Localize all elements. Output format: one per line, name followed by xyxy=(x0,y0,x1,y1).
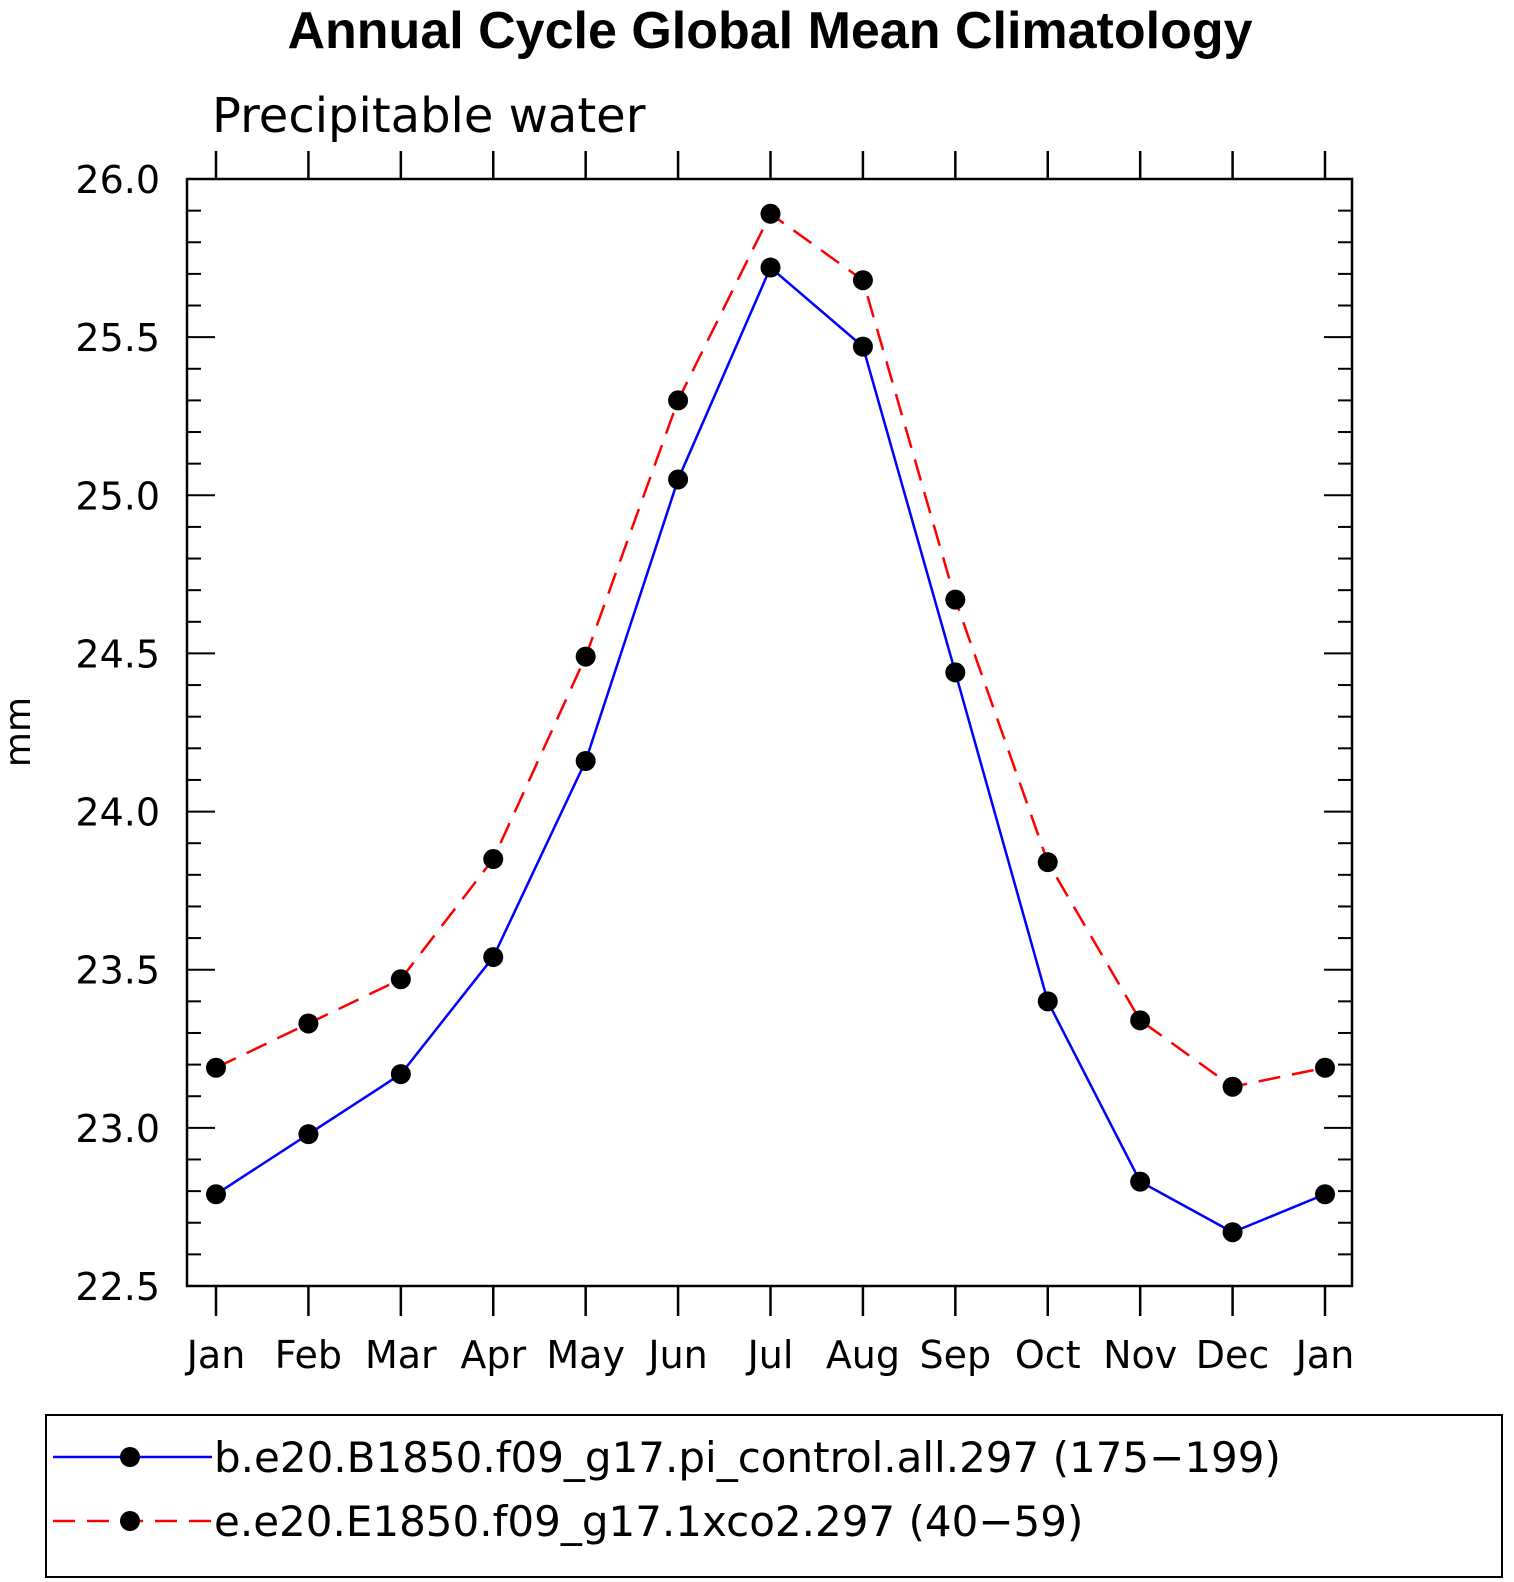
legend: b.e20.B1850.f09_g17.pi_control.all.297 (… xyxy=(53,1433,1281,1546)
x-tick-label: May xyxy=(546,1333,625,1377)
y-axis-label: mm xyxy=(0,697,39,767)
data-point-s1-mar xyxy=(390,1064,411,1085)
y-tick-label: 23.0 xyxy=(75,1107,160,1151)
data-point-s2-oct xyxy=(1037,852,1058,873)
data-point-s2-mar xyxy=(390,969,411,990)
data-point-s1-feb xyxy=(298,1124,319,1145)
data-point-s2-aug xyxy=(852,270,873,291)
plot-frame xyxy=(185,177,1354,1288)
legend-marker-2 xyxy=(120,1511,140,1531)
data-point-s1-jul xyxy=(760,257,781,278)
data-point-s1-apr xyxy=(483,947,504,968)
x-tick-label: Mar xyxy=(365,1333,437,1377)
x-tick-label: Oct xyxy=(1015,1333,1081,1377)
data-point-s2-dec xyxy=(1222,1076,1243,1097)
data-point-s2-feb xyxy=(298,1013,319,1034)
data-point-s1-jan xyxy=(1315,1184,1335,1205)
x-tick-label: Jan xyxy=(185,1333,246,1377)
y-tick-label: 25.5 xyxy=(75,316,160,360)
x-tick-label: Jun xyxy=(646,1333,707,1377)
x-tick-label: Dec xyxy=(1196,1333,1270,1377)
data-point-s2-jul xyxy=(760,203,781,224)
x-tick-label: Apr xyxy=(460,1333,526,1377)
y-tick-label: 24.0 xyxy=(75,791,160,835)
data-point-s2-nov xyxy=(1130,1010,1151,1031)
x-tick-label: Feb xyxy=(275,1333,342,1377)
series-line-2 xyxy=(215,211,1326,1089)
series-group xyxy=(206,203,1335,1243)
axes: Jan Feb Mar Apr May Jun Jul Aug Sep Oct Nov Dec Jan 2… xyxy=(75,151,1354,1377)
legend-label-1: b.e20.B1850.f09_g17.pi_control.all.297 (… xyxy=(214,1433,1281,1482)
y-tick-label: 22.5 xyxy=(75,1265,160,1309)
y-tick-label: 23.5 xyxy=(75,949,160,993)
chart-title: Annual Cycle Global Mean Climatology xyxy=(287,2,1252,60)
data-point-s1-jan xyxy=(206,1184,226,1205)
x-tick-label: Nov xyxy=(1103,1333,1177,1377)
y-tick-label: 25.0 xyxy=(75,474,160,518)
data-point-s1-jun xyxy=(668,469,689,490)
data-point-s2-may xyxy=(575,646,596,667)
legend-label-2: e.e20.E1850.f09_g17.1xco2.297 (40−59) xyxy=(214,1497,1083,1546)
data-point-s1-oct xyxy=(1037,991,1058,1012)
x-tick-label: Sep xyxy=(920,1333,992,1377)
data-point-s1-may xyxy=(575,750,596,771)
x-tick-label: Aug xyxy=(826,1333,900,1377)
legend-box xyxy=(45,1414,1503,1578)
data-point-s1-aug xyxy=(852,336,873,357)
data-point-s1-dec xyxy=(1222,1222,1243,1243)
data-point-s2-jan xyxy=(206,1057,226,1078)
chart-subtitle: Precipitable water xyxy=(212,88,646,144)
series-line-1 xyxy=(215,265,1326,1234)
data-point-s2-apr xyxy=(483,849,504,870)
data-point-s1-nov xyxy=(1130,1171,1151,1192)
legend-marker-1 xyxy=(120,1447,140,1467)
x-tick-label: Jul xyxy=(746,1333,794,1377)
y-tick-label: 24.5 xyxy=(75,632,160,676)
y-tick-label: 26.0 xyxy=(75,158,160,202)
x-tick-label: Jan xyxy=(1294,1333,1355,1377)
data-point-s1-sep xyxy=(945,662,966,683)
data-point-s2-jun xyxy=(668,390,689,411)
data-point-s2-sep xyxy=(945,589,966,610)
data-point-s2-jan xyxy=(1315,1057,1335,1078)
